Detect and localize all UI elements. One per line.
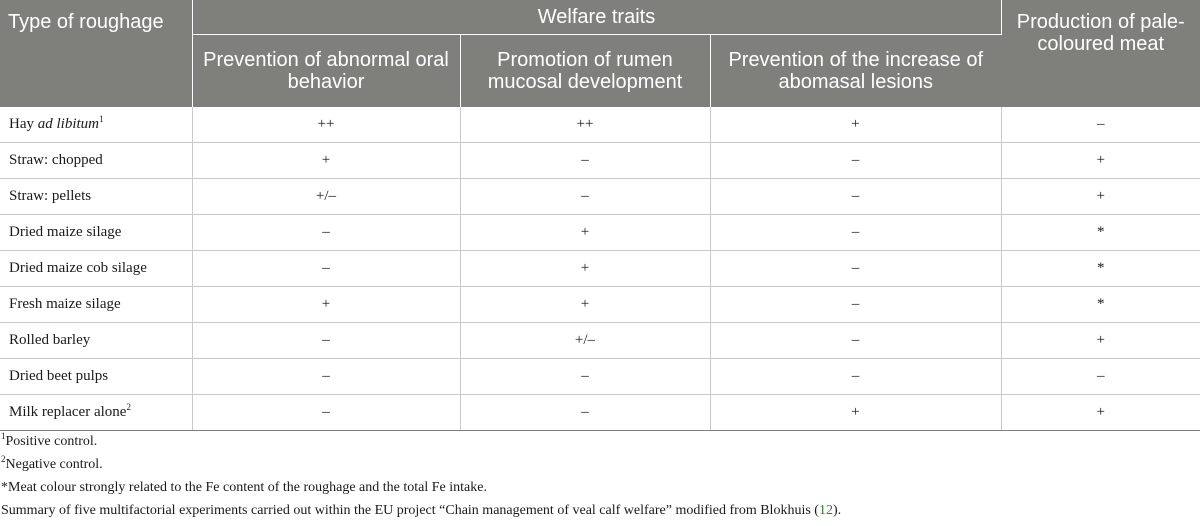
cell-pale-meat: * xyxy=(1001,214,1200,251)
table-body: Hay ad libitum1 ++ ++ + – Straw: chopped + – – + S… xyxy=(0,107,1200,431)
cell-abomasal-lesions: + xyxy=(710,394,1002,431)
cell-oral-behavior: +/– xyxy=(192,178,461,215)
roughage-name: Dried maize silage xyxy=(0,214,193,251)
footnote-meat-colour: *Meat colour strongly related to the Fe … xyxy=(1,480,487,495)
roughage-name-text: Dried beet pulps xyxy=(9,368,109,384)
header-rumen-mucosal-development: Promotion of rumen mucosal development xyxy=(460,34,711,107)
reference-link-blokhuis[interactable]: 12 xyxy=(818,503,833,518)
footnote-positive-control: 1Positive control. xyxy=(1,430,1196,453)
roughage-name-text: Dried maize cob silage xyxy=(9,260,147,276)
cell-oral-behavior: ++ xyxy=(192,107,461,143)
roughage-name: Milk replacer alone2 xyxy=(0,394,193,431)
roughage-name: Dried maize cob silage xyxy=(0,250,193,287)
cell-abomasal-lesions: – xyxy=(710,322,1002,359)
roughage-name-text: Dried maize silage xyxy=(9,224,122,240)
cell-pale-meat: + xyxy=(1001,322,1200,359)
header-type-of-roughage: Type of roughage xyxy=(0,0,193,107)
cell-oral-behavior: – xyxy=(192,358,461,395)
cell-abomasal-lesions: + xyxy=(710,107,1002,143)
roughage-name-italic: ad libitum xyxy=(37,116,100,132)
cell-rumen-development: + xyxy=(460,250,711,287)
cell-rumen-development: – xyxy=(460,142,711,179)
footnote-text: Negative control. xyxy=(5,457,103,472)
footnote-text: Positive control. xyxy=(5,434,98,449)
table-footnotes: 1Positive control. 2Negative control. *M… xyxy=(1,430,1196,522)
header-welfare-traits: Welfare traits xyxy=(192,0,1002,35)
footnote-marker: 2 xyxy=(1,454,6,464)
roughage-name: Hay ad libitum1 xyxy=(0,107,193,143)
cell-pale-meat: * xyxy=(1001,250,1200,287)
roughage-welfare-table: Type of roughage Welfare traits Producti… xyxy=(0,0,1200,431)
roughage-name-text: Fresh maize silage xyxy=(9,296,121,312)
footnote-marker: 1 xyxy=(99,114,104,124)
header-production-pale-meat: Production of pale-coloured meat xyxy=(1001,0,1200,107)
table-row: Dried beet pulps – – – – xyxy=(0,358,1200,395)
roughage-name: Straw: chopped xyxy=(0,142,193,179)
cell-rumen-development: – xyxy=(460,358,711,395)
cell-pale-meat: + xyxy=(1001,142,1200,179)
table-row: Straw: chopped + – – + xyxy=(0,142,1200,179)
table-summary-caption: Summary of five multifactorial experimen… xyxy=(1,499,1196,522)
table-row: Hay ad libitum1 ++ ++ + – xyxy=(0,107,1200,143)
table-header: Type of roughage Welfare traits Producti… xyxy=(0,0,1200,107)
cell-oral-behavior: – xyxy=(192,214,461,251)
cell-oral-behavior: – xyxy=(192,250,461,287)
roughage-name: Straw: pellets xyxy=(0,178,193,215)
cell-rumen-development: +/– xyxy=(460,322,711,359)
cell-abomasal-lesions: – xyxy=(710,178,1002,215)
cell-rumen-development: ++ xyxy=(460,107,711,143)
cell-pale-meat: – xyxy=(1001,358,1200,395)
footnote-marker: 2 xyxy=(126,402,131,412)
footnote-negative-control: 2Negative control. xyxy=(1,453,1196,476)
roughage-name-text: Straw: chopped xyxy=(9,152,103,168)
cell-abomasal-lesions: – xyxy=(710,250,1002,287)
cell-pale-meat: + xyxy=(1001,394,1200,431)
cell-oral-behavior: – xyxy=(192,394,461,431)
summary-end: ). xyxy=(832,503,842,518)
roughage-name: Fresh maize silage xyxy=(0,286,193,323)
roughage-name: Rolled barley xyxy=(0,322,193,359)
cell-pale-meat: + xyxy=(1001,178,1200,215)
cell-abomasal-lesions: – xyxy=(710,142,1002,179)
cell-rumen-development: – xyxy=(460,178,711,215)
table-row: Rolled barley – +/– – + xyxy=(0,322,1200,359)
roughage-name-text: Straw: pellets xyxy=(9,188,92,204)
cell-rumen-development: – xyxy=(460,394,711,431)
summary-text: Summary of five multifactorial experimen… xyxy=(1,503,819,518)
cell-abomasal-lesions: – xyxy=(710,358,1002,395)
footnote-marker: 1 xyxy=(1,431,6,441)
header-abomasal-lesions: Prevention of the increase of abomasal l… xyxy=(710,34,1001,107)
table-row: Fresh maize silage + + – * xyxy=(0,286,1200,323)
cell-rumen-development: + xyxy=(460,286,711,323)
cell-pale-meat: – xyxy=(1001,107,1200,143)
roughage-name-text: Rolled barley xyxy=(9,332,91,348)
roughage-name-text: Hay xyxy=(9,116,38,132)
cell-abomasal-lesions: – xyxy=(710,286,1002,323)
cell-abomasal-lesions: – xyxy=(710,214,1002,251)
cell-oral-behavior: + xyxy=(192,142,461,179)
cell-oral-behavior: – xyxy=(192,322,461,359)
header-abnormal-oral-behavior: Prevention of abnormal oral behavior xyxy=(192,34,461,107)
roughage-name-text: Milk replacer alone xyxy=(9,404,127,420)
table-row: Milk replacer alone2– – + + xyxy=(0,394,1200,431)
cell-pale-meat: * xyxy=(1001,286,1200,323)
table-row: Straw: pellets +/– – – + xyxy=(0,178,1200,215)
roughage-name: Dried beet pulps xyxy=(0,358,193,395)
cell-oral-behavior: + xyxy=(192,286,461,323)
table-row: Dried maize silage – + – * xyxy=(0,214,1200,251)
table-row: Dried maize cob silage – + – * xyxy=(0,250,1200,287)
cell-rumen-development: + xyxy=(460,214,711,251)
